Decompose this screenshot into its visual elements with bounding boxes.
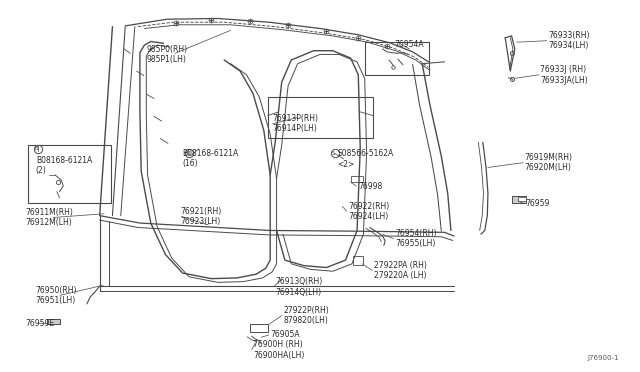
Text: 76905A: 76905A	[271, 330, 300, 340]
Text: B08168-6121A
(2): B08168-6121A (2)	[36, 156, 92, 175]
Bar	[353, 256, 364, 265]
Text: 27922PA (RH)
279220A (LH): 27922PA (RH) 279220A (LH)	[374, 261, 427, 280]
Text: 76913Q(RH)
76914Q(LH): 76913Q(RH) 76914Q(LH)	[275, 277, 323, 296]
Text: J76900-1: J76900-1	[588, 355, 619, 361]
Text: 76954(RH)
76955(LH): 76954(RH) 76955(LH)	[396, 229, 437, 248]
Text: B08168-6121A
(16): B08168-6121A (16)	[182, 148, 239, 168]
Text: 76900H (RH)
76900HA(LH): 76900H (RH) 76900HA(LH)	[253, 340, 305, 359]
Bar	[351, 176, 364, 182]
Bar	[365, 42, 429, 75]
Text: 76933J (RH)
76933JA(LH): 76933J (RH) 76933JA(LH)	[540, 65, 588, 84]
Text: S: S	[332, 151, 335, 156]
Bar	[28, 145, 111, 203]
Bar	[47, 319, 60, 324]
Bar	[268, 97, 373, 138]
Text: 27922P(RH)
879820(LH): 27922P(RH) 879820(LH)	[284, 306, 330, 326]
Text: B: B	[186, 151, 189, 156]
Text: 76950(RH)
76951(LH): 76950(RH) 76951(LH)	[36, 286, 77, 305]
Bar	[518, 197, 525, 201]
Text: 76959E: 76959E	[25, 320, 54, 328]
Text: S08566-5162A
<2>: S08566-5162A <2>	[337, 149, 394, 169]
Text: 76913P(RH)
76914P(LH): 76913P(RH) 76914P(LH)	[272, 114, 318, 134]
Text: 76922(RH)
76924(LH): 76922(RH) 76924(LH)	[349, 202, 390, 221]
Text: 76919M(RH)
76920M(LH): 76919M(RH) 76920M(LH)	[524, 153, 572, 172]
Text: 76911M(RH)
76912M(LH): 76911M(RH) 76912M(LH)	[25, 208, 73, 227]
Text: B: B	[35, 147, 38, 151]
Bar	[250, 324, 268, 333]
Bar	[511, 196, 525, 203]
Text: 76954A: 76954A	[395, 40, 424, 49]
Text: 76959: 76959	[525, 199, 550, 208]
Text: 76998: 76998	[358, 182, 383, 190]
Text: 985P0(RH)
985P1(LH): 985P0(RH) 985P1(LH)	[147, 45, 188, 64]
Text: 76933(RH)
76934(LH): 76933(RH) 76934(LH)	[548, 31, 590, 51]
Text: 76921(RH)
76923(LH): 76921(RH) 76923(LH)	[180, 207, 222, 226]
